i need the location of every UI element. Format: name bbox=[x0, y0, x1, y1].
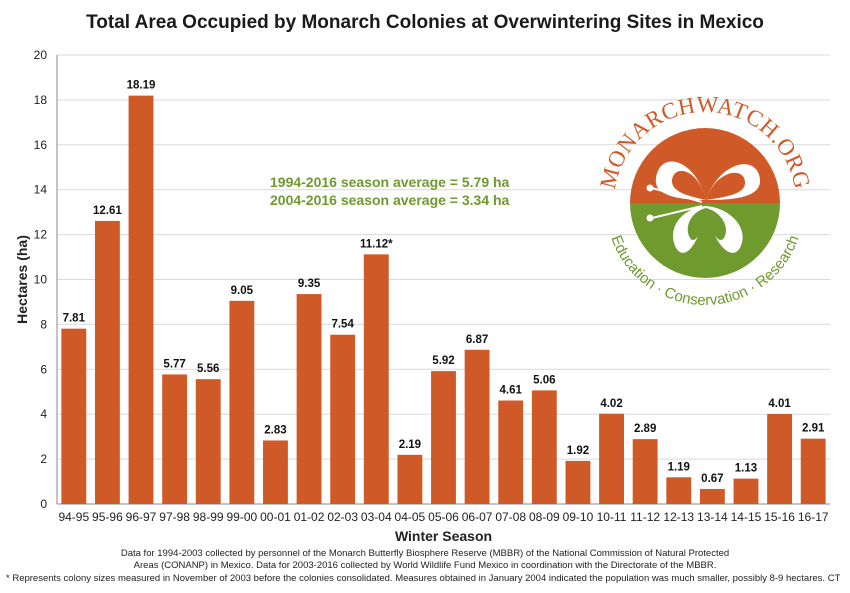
y-tick-label: 4 bbox=[40, 407, 47, 421]
bar bbox=[531, 390, 557, 504]
x-tick-label: 01-02 bbox=[294, 510, 325, 524]
y-tick-label: 14 bbox=[34, 183, 48, 197]
bar-value-label: 7.54 bbox=[331, 319, 354, 331]
bar-value-label: 11.12* bbox=[360, 238, 393, 250]
bar-value-label: 6.87 bbox=[466, 334, 488, 346]
bar bbox=[464, 349, 490, 504]
y-tick-label: 6 bbox=[40, 362, 47, 376]
bar bbox=[431, 371, 456, 504]
x-tick-label: 02-03 bbox=[327, 510, 358, 524]
x-tick-label: 12-13 bbox=[663, 510, 694, 524]
bar bbox=[61, 328, 87, 504]
bar-value-label: 5.77 bbox=[163, 358, 185, 370]
bar-chart: 0 2 4 6 8 10 12 14 16 18 20 7.81 94-95 12.61 95-96 18.1… bbox=[14, 48, 830, 544]
bar bbox=[699, 488, 725, 504]
x-tick-label: 08-09 bbox=[529, 510, 560, 524]
bar-value-label: 9.05 bbox=[231, 285, 254, 297]
y-tick-label: 18 bbox=[34, 93, 48, 107]
bar-value-label: 2.19 bbox=[399, 439, 421, 451]
bar-value-label: 1.13 bbox=[735, 463, 757, 475]
chart-title: Total Area Occupied by Monarch Colonies … bbox=[86, 12, 764, 33]
x-tick-label: 06-07 bbox=[462, 510, 493, 524]
y-tick-label: 16 bbox=[34, 138, 48, 152]
bar bbox=[363, 254, 389, 504]
bar-value-label: 12.61 bbox=[93, 205, 122, 217]
bar bbox=[330, 334, 356, 504]
x-tick-label: 10-11 bbox=[597, 510, 627, 524]
bar bbox=[565, 460, 591, 504]
average-annotation-1994-2016: 1994-2016 season average = 5.79 ha bbox=[270, 174, 510, 190]
bar bbox=[767, 413, 793, 504]
y-tick-label: 8 bbox=[40, 317, 47, 331]
bar bbox=[195, 379, 221, 504]
bar bbox=[599, 413, 624, 504]
bar-value-label: 18.19 bbox=[127, 80, 156, 92]
bar bbox=[229, 300, 255, 504]
bar-value-label: 0.67 bbox=[701, 473, 723, 485]
x-tick-label: 98-99 bbox=[193, 510, 224, 524]
bar-value-label: 5.06 bbox=[533, 374, 555, 386]
x-tick-label: 94-95 bbox=[58, 510, 89, 524]
x-tick-label: 09-10 bbox=[563, 510, 594, 524]
bar bbox=[632, 439, 658, 504]
bar bbox=[263, 440, 288, 504]
bar-value-label: 1.92 bbox=[567, 445, 589, 457]
x-tick-label: 07-08 bbox=[495, 510, 526, 524]
x-tick-label: 96-97 bbox=[126, 510, 157, 524]
y-tick-label: 20 bbox=[34, 48, 48, 62]
bar bbox=[397, 454, 423, 504]
bar bbox=[162, 374, 188, 504]
footnote-line-1: Data for 1994-2003 collected by personne… bbox=[120, 548, 730, 559]
bar bbox=[296, 294, 322, 504]
footnote-line-3: * Represents colony sizes measured in No… bbox=[6, 573, 841, 584]
x-axis-label: Winter Season bbox=[395, 528, 492, 544]
x-tick-label: 00-01 bbox=[260, 510, 291, 524]
average-annotation-2004-2016: 2004-2016 season average = 3.34 ha bbox=[270, 192, 510, 208]
x-tick-label: 11-12 bbox=[630, 510, 660, 524]
bar-value-label: 4.01 bbox=[768, 398, 791, 410]
y-axis-label: Hectares (ha) bbox=[14, 235, 30, 324]
y-tick-label: 0 bbox=[40, 497, 47, 511]
bar bbox=[800, 438, 826, 504]
bar bbox=[94, 220, 120, 504]
bar-value-label: 2.89 bbox=[634, 423, 656, 435]
x-tick-label: 99-00 bbox=[226, 510, 257, 524]
x-tick-label: 03-04 bbox=[361, 510, 392, 524]
bar bbox=[128, 95, 154, 505]
bar-value-label: 2.83 bbox=[264, 424, 286, 436]
x-tick-label: 05-06 bbox=[428, 510, 459, 524]
bar bbox=[733, 478, 759, 504]
bar-value-label: 4.02 bbox=[600, 398, 622, 410]
x-tick-label: 15-16 bbox=[764, 510, 795, 524]
y-tick-label: 2 bbox=[40, 452, 47, 466]
y-tick-label: 12 bbox=[34, 228, 48, 242]
bar-value-label: 2.91 bbox=[802, 423, 825, 435]
monarch-watch-logo: MONARCHWATCH.ORG Education · Conservatio… bbox=[595, 92, 814, 309]
x-tick-label: 13-14 bbox=[697, 510, 728, 524]
bar-value-label: 4.61 bbox=[500, 385, 523, 397]
bar bbox=[666, 477, 692, 504]
x-tick-label: 14-15 bbox=[731, 510, 762, 524]
bar-value-label: 5.92 bbox=[432, 355, 454, 367]
bar-value-label: 9.35 bbox=[298, 278, 321, 290]
y-tick-label: 10 bbox=[34, 273, 48, 287]
bar-value-label: 1.19 bbox=[668, 461, 690, 473]
x-tick-label: 97-98 bbox=[159, 510, 190, 524]
bar-value-label: 7.81 bbox=[63, 313, 86, 325]
x-tick-label: 95-96 bbox=[92, 510, 123, 524]
footnote-line-2: Areas (CONANP) in Mexico. Data for 2003-… bbox=[133, 560, 717, 571]
x-tick-label: 04-05 bbox=[395, 510, 426, 524]
bar bbox=[498, 400, 524, 504]
x-tick-label: 16-17 bbox=[798, 510, 829, 524]
bar-value-label: 5.56 bbox=[197, 363, 219, 375]
